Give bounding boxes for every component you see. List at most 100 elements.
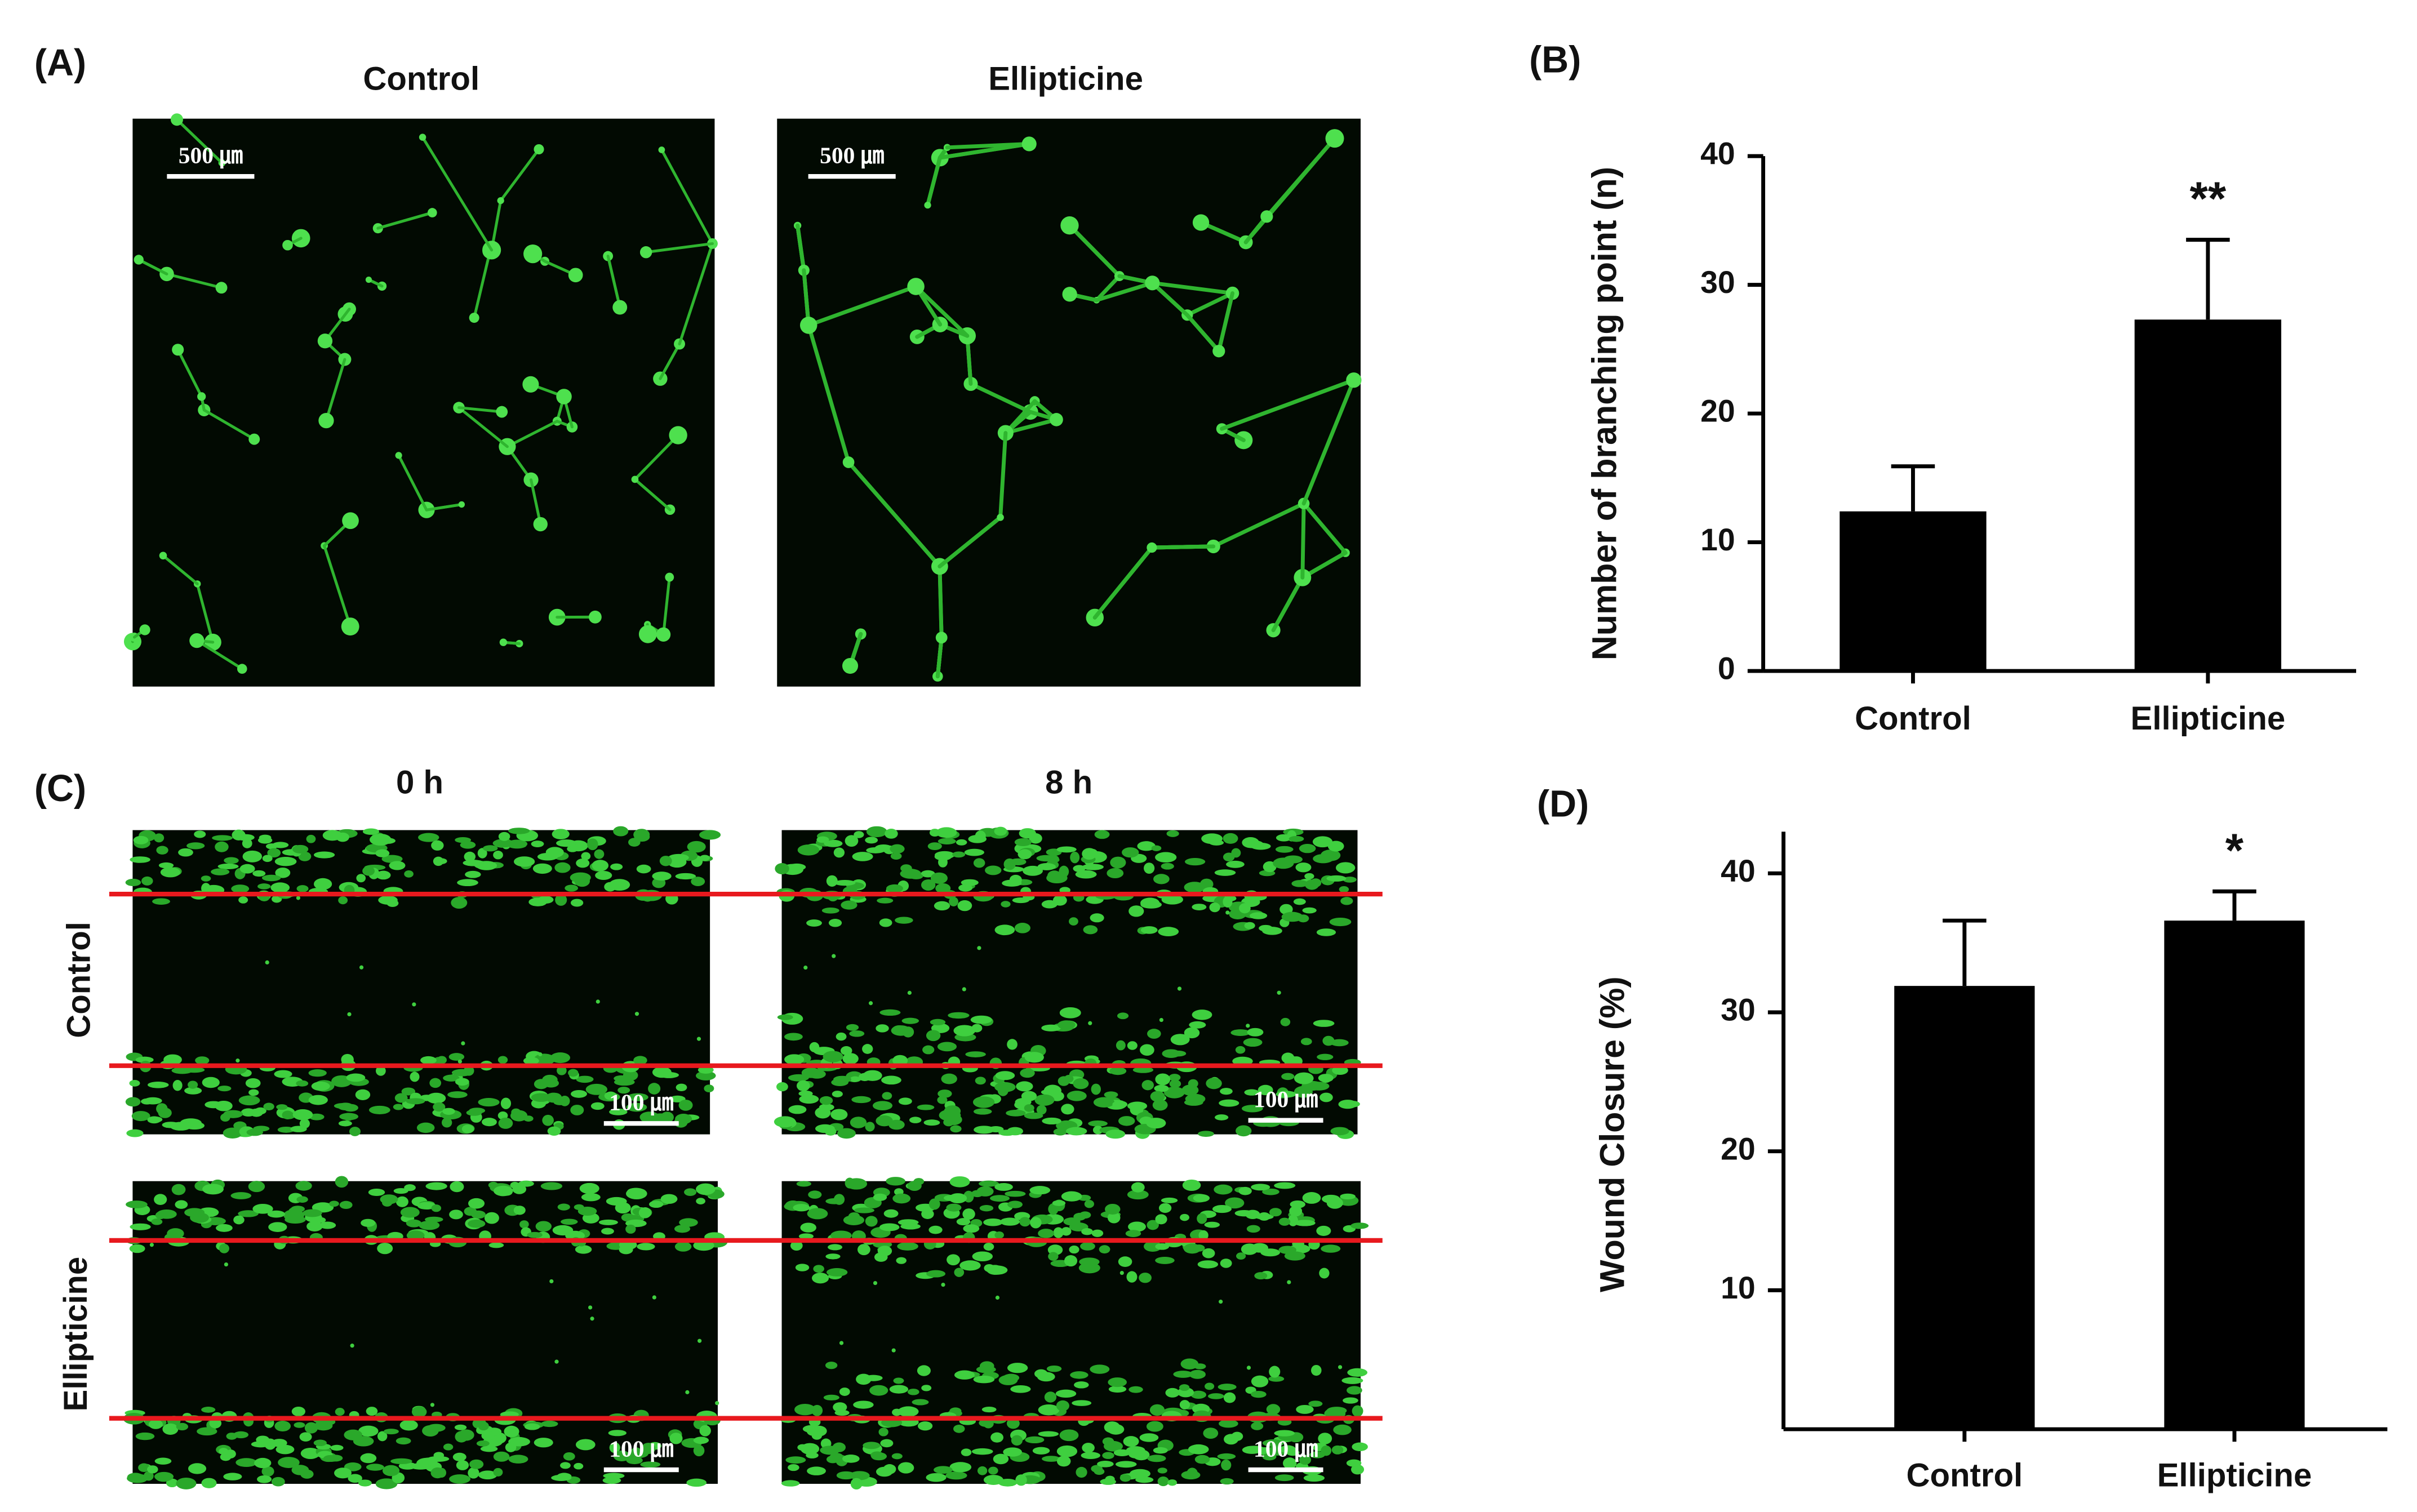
cell <box>534 1438 553 1448</box>
cell <box>230 1192 252 1199</box>
cell <box>1151 845 1162 851</box>
cell-network <box>935 635 944 679</box>
cell <box>523 1057 539 1065</box>
cell <box>606 1197 627 1206</box>
cell <box>1072 1400 1092 1406</box>
cell <box>891 1025 911 1036</box>
cell <box>1161 862 1174 870</box>
cell <box>417 1202 436 1210</box>
cell <box>348 1474 362 1483</box>
cell <box>134 255 144 265</box>
cell <box>1091 1083 1101 1095</box>
cell <box>938 1089 952 1098</box>
cell <box>807 1208 828 1220</box>
cell <box>977 1466 988 1475</box>
cell <box>488 1242 504 1248</box>
cell <box>1189 1021 1206 1029</box>
cell <box>704 1084 714 1092</box>
cell <box>274 1421 291 1432</box>
cell-network <box>1150 281 1235 295</box>
cell <box>1223 896 1233 908</box>
cell <box>1006 1418 1020 1429</box>
cell <box>342 512 359 530</box>
cell <box>1291 880 1308 887</box>
cell-network <box>195 639 244 670</box>
cell <box>802 1425 820 1433</box>
cell <box>604 882 616 892</box>
cell <box>570 1105 584 1115</box>
cell <box>575 1439 596 1451</box>
cell <box>1094 830 1110 839</box>
cell <box>1080 1242 1095 1251</box>
cell <box>800 1443 820 1455</box>
cell <box>1092 1126 1103 1135</box>
cell <box>850 1478 863 1489</box>
cell <box>1182 1179 1201 1191</box>
cell <box>431 840 444 851</box>
cell <box>981 1407 997 1413</box>
cell <box>461 1124 474 1133</box>
cell <box>856 1373 872 1385</box>
cell <box>882 1092 892 1100</box>
cell <box>975 1077 986 1085</box>
cell-network <box>938 564 944 640</box>
cell <box>650 1113 671 1123</box>
cell <box>382 1199 393 1207</box>
cell <box>890 852 902 860</box>
cell <box>944 1105 961 1117</box>
cell <box>865 837 878 844</box>
cell <box>1258 1212 1270 1221</box>
cell <box>478 1470 497 1480</box>
cell <box>282 239 293 251</box>
cell-network <box>1068 223 1122 278</box>
cell <box>433 1102 446 1112</box>
cell <box>699 855 710 861</box>
cell <box>958 884 973 892</box>
cell <box>1279 1445 1296 1453</box>
image-title: Ellipticine <box>988 61 1143 97</box>
cell <box>1344 1100 1360 1108</box>
cell-network <box>137 258 168 275</box>
cell-network <box>802 268 811 327</box>
cell <box>808 1069 826 1079</box>
cell <box>568 1069 579 1077</box>
cell <box>537 853 558 861</box>
cell <box>568 268 583 283</box>
cell <box>1147 542 1157 553</box>
cell <box>1276 1091 1296 1098</box>
cell <box>1198 1131 1214 1137</box>
cell <box>696 1198 705 1205</box>
cell <box>1199 878 1214 890</box>
cell <box>437 1467 447 1478</box>
cell <box>1202 1248 1215 1258</box>
cell <box>1303 1474 1325 1482</box>
cell-network <box>660 148 714 245</box>
cell <box>469 1459 484 1469</box>
cell <box>1132 1066 1154 1073</box>
cell <box>684 1188 697 1196</box>
debris <box>1013 1363 1018 1368</box>
cell <box>400 1207 420 1218</box>
bar <box>1840 511 1987 671</box>
cell <box>125 878 141 886</box>
cell <box>1352 1442 1368 1451</box>
cell <box>508 1455 528 1464</box>
cell <box>896 1257 907 1264</box>
cell <box>923 1119 940 1126</box>
debris <box>1225 910 1230 915</box>
cell <box>154 1194 167 1206</box>
cell <box>550 1052 571 1064</box>
cell <box>1181 1470 1201 1480</box>
cell-network <box>421 136 494 252</box>
cell <box>865 1122 875 1132</box>
cell <box>202 1077 220 1088</box>
cell <box>1183 1243 1201 1254</box>
cell <box>1215 1114 1229 1120</box>
cell <box>223 1127 242 1139</box>
cell <box>636 864 651 874</box>
cell <box>1236 1125 1252 1137</box>
cell <box>957 900 972 911</box>
cell <box>411 1406 427 1418</box>
cell <box>877 897 894 904</box>
panel-label: (C) <box>34 768 86 810</box>
